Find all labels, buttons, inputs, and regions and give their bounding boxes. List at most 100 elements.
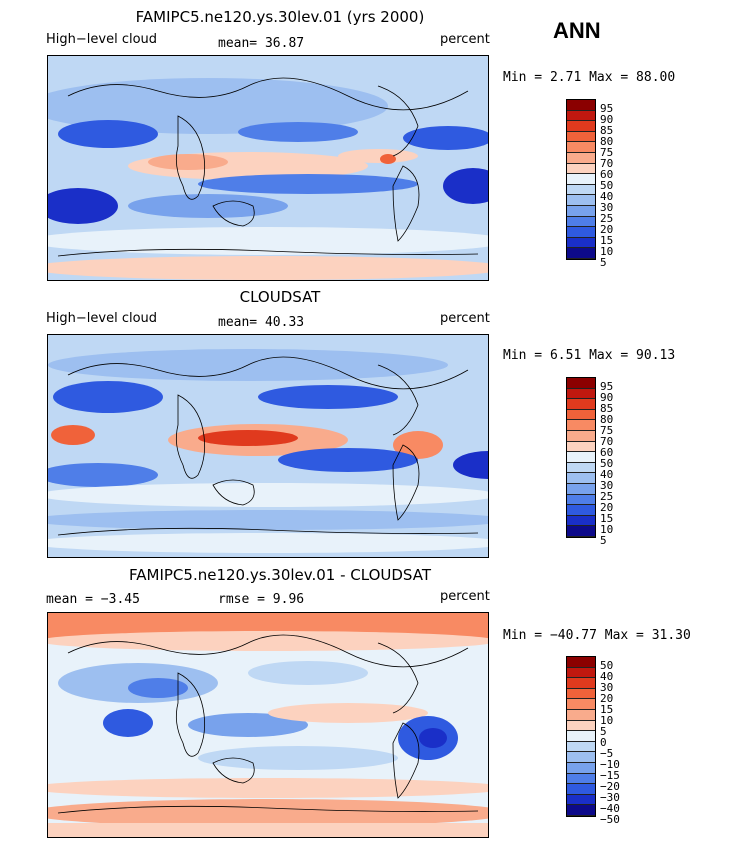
panel2-tick: 25 [600,490,614,503]
panel1-map [47,55,489,281]
panel1-tick: 70 [600,157,614,170]
panel1-swatch-1 [567,100,595,111]
panel3-swatch-12 [567,773,595,785]
panel1-swatch-12 [567,216,595,228]
panel1-tick: 85 [600,124,614,137]
panel2-swatch-8 [567,452,595,463]
panel3-swatch-4 [567,688,595,700]
panel1-swatch-10 [567,195,595,206]
panel1-tick: 10 [600,245,614,258]
panel2-tick: 70 [600,435,614,448]
panel2-swatch-11 [567,483,595,495]
panel2-swatch-6 [567,430,595,442]
panel1-swatch-14 [567,237,595,249]
panel3-swatch-9 [567,741,595,753]
panel3-tick: −20 [600,780,620,793]
panel1-minmax: Min = 2.71 Max = 88.00 [503,70,676,85]
panel2-swatch-5 [567,420,595,431]
panel1-tick: 75 [600,146,614,159]
panel3-colorbar [566,656,596,817]
panel3-tick: 5 [600,725,607,738]
panel3-swatch-6 [567,709,595,721]
panel3-rmse: rmse = 9.96 [218,592,305,607]
panel2-colorbar [566,377,596,538]
panel2-swatch-2 [567,388,595,400]
panel1-swatch-13 [567,227,595,238]
panel1-swatch-8 [567,174,595,185]
panel3-tick: −15 [600,769,620,782]
panel1-tick: 50 [600,179,614,192]
panel3-tick: −5 [600,747,614,760]
panel3-tick: 50 [600,659,614,672]
panel1-swatch-3 [567,121,595,132]
panel3-tick: −40 [600,802,620,815]
panel2-swatch-10 [567,473,595,484]
panel3-tick: 30 [600,681,614,694]
panel1-tick: 80 [600,135,614,148]
panel1-mean: mean= 36.87 [218,36,305,51]
panel2-tick: 90 [600,391,614,404]
panel3-tick: 10 [600,714,614,727]
panel3-swatch-7 [567,720,595,732]
panel2-title: CLOUDSAT [239,288,321,306]
panel1-tick: 5 [600,256,607,269]
panel2-swatch-15 [567,526,595,537]
panel3-swatch-10 [567,752,595,763]
panel3-mean: mean = −3.45 [46,592,140,607]
panel2-tick: 95 [600,380,614,393]
panel2-tick: 75 [600,424,614,437]
panel1-swatch-7 [567,163,595,175]
panel1-units: percent [440,32,490,47]
panel3-swatch-3 [567,678,595,689]
panel2-tick: 30 [600,479,614,492]
panel1-tick: 25 [600,212,614,225]
panel2-field-label: High−level cloud [46,311,158,326]
panel2-mean: mean= 40.33 [218,315,305,330]
panel2-minmax: Min = 6.51 Max = 90.13 [503,348,676,363]
panel3-swatch-2 [567,667,595,679]
panel2-tick: 10 [600,523,614,536]
panel2-tick: 80 [600,413,614,426]
panel1-tick: 60 [600,168,614,181]
panel2-tick: 20 [600,501,614,514]
panel3-tick: 0 [600,736,607,749]
panel2-swatch-4 [567,409,595,421]
panel3-title: FAMIPC5.ne120.ys.30lev.01 - CLOUDSAT [129,566,431,584]
panel1-swatch-4 [567,131,595,143]
panel2-swatch-9 [567,462,595,474]
panel1-field-label: High−level cloud [46,32,158,47]
panel1-swatch-9 [567,184,595,196]
panel2-swatch-3 [567,399,595,410]
panel1-tick: 15 [600,234,614,247]
panel1-swatch-2 [567,110,595,122]
panel3-swatch-15 [567,805,595,816]
panel3-swatch-11 [567,762,595,774]
panel1-tick: 20 [600,223,614,236]
panel3-tick: 20 [600,692,614,705]
panel2-tick: 85 [600,402,614,415]
panel2-tick: 50 [600,457,614,470]
panel1-title: FAMIPC5.ne120.ys.30lev.01 (yrs 2000) [135,8,425,26]
panel1-swatch-11 [567,205,595,217]
panel1-swatch-6 [567,152,595,164]
panel1-swatch-5 [567,142,595,153]
panel3-tick: 40 [600,670,614,683]
panel1-tick: 90 [600,113,614,126]
panel2-swatch-14 [567,515,595,527]
panel3-swatch-1 [567,657,595,668]
panel2-tick: 40 [600,468,614,481]
panel1-colorbar [566,99,596,260]
panel2-swatch-12 [567,494,595,506]
panel2-tick: 60 [600,446,614,459]
panel3-tick: −30 [600,791,620,804]
panel2-swatch-1 [567,378,595,389]
panel3-tick: −10 [600,758,620,771]
panel2-swatch-13 [567,505,595,516]
panel2-swatch-7 [567,441,595,453]
panel3-swatch-5 [567,699,595,710]
panel1-tick: 30 [600,201,614,214]
panel3-units: percent [440,589,490,604]
panel3-tick: 15 [600,703,614,716]
panel2-tick: 15 [600,512,614,525]
panel3-swatch-13 [567,784,595,795]
